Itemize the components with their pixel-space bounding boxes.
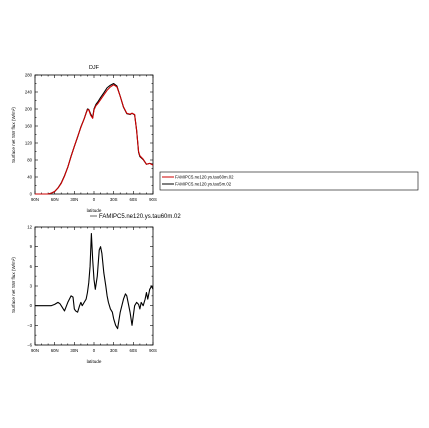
legend-label-tau60m: FAMIPC5.ne120.ys.tau60m.02 (175, 175, 234, 180)
bottom-legend-label: FAMIPC5.ne120.ys.tau60m.02 (99, 214, 181, 220)
bottom-y-tick-label: −3 (27, 323, 33, 328)
top-x-tick-label: 60N (51, 197, 59, 202)
bottom-x-tick-label: 60N (51, 348, 59, 353)
top-x-tick-label: 0 (93, 197, 96, 202)
top-y-tick-label: 200 (25, 107, 33, 112)
bottom-panel: FAMIPC5.ne120.ys.tau60m.02 90N 60N 30N 0 30S… (11, 214, 181, 364)
top-y-tick-label: 0 (30, 192, 33, 197)
bottom-x-tick-label: 30N (70, 348, 78, 353)
bottom-series-line-tau60m-02 (35, 233, 154, 330)
top-y-tick-label: 40 (27, 175, 32, 180)
bottom-y-tick-label: 12 (27, 225, 32, 230)
bottom-x-tick-label: 60S (130, 348, 138, 353)
top-series-line-tau60m-02 (35, 84, 154, 195)
top-y-tick-label: 160 (25, 124, 33, 129)
legend-label-tau5m: FAMIPC5.ne120.ys.tau5m.02 (175, 182, 232, 187)
bottom-y-tick-label: 9 (30, 244, 33, 249)
top-y-axis-title: Surface net SW flux (W/m²) (11, 107, 16, 163)
bottom-x-axis-title: latitude (87, 359, 102, 364)
top-x-tick-label: 30N (70, 197, 78, 202)
bottom-y-tick-label: −6 (27, 343, 33, 348)
top-y-tick-label: 240 (25, 90, 33, 95)
top-series-line-tau5m-02 (35, 82, 154, 195)
bottom-y-axis-title: Surface net SW flux (W/m²) (11, 257, 16, 313)
top-y-tick-label: 80 (27, 158, 32, 163)
bottom-x-tick-label: 0 (93, 348, 96, 353)
top-y-tick-label: 280 (25, 73, 33, 78)
top-panel: DJF 90N 60N 30N 0 30S 60S 90S 0 40 80 120 160 200 240… (11, 65, 157, 213)
bottom-plot-area: 90N 60N 30N 0 30S 60S 90S −6 −3 0 3 6 9 12 (27, 225, 157, 354)
top-plot-area: 90N 60N 30N 0 30S 60S 90S 0 40 80 120 160 200 240 280 (25, 73, 157, 203)
top-chart-title: DJF (89, 65, 100, 71)
bottom-x-tick-label: 90N (31, 348, 39, 353)
top-x-tick-label: 90S (149, 197, 157, 202)
bottom-x-tick-label: 30S (110, 348, 118, 353)
bottom-y-tick-label: 3 (30, 284, 33, 289)
top-x-axis-title: latitude (87, 208, 102, 213)
bottom-plot-frame (34, 226, 154, 346)
top-x-tick-label: 30S (110, 197, 118, 202)
legend-frame (159, 171, 419, 191)
top-y-tick-label: 120 (25, 141, 33, 146)
bottom-x-tick-label: 90S (149, 348, 157, 353)
top-x-tick-label: 90N (31, 197, 39, 202)
top-plot-frame (34, 74, 154, 195)
top-x-tick-label: 60S (130, 197, 138, 202)
bottom-y-tick-label: 0 (30, 303, 33, 308)
top-legend: FAMIPC5.ne120.ys.tau60m.02 FAMIPC5.ne120… (159, 171, 419, 191)
bottom-y-tick-label: 6 (30, 264, 33, 269)
